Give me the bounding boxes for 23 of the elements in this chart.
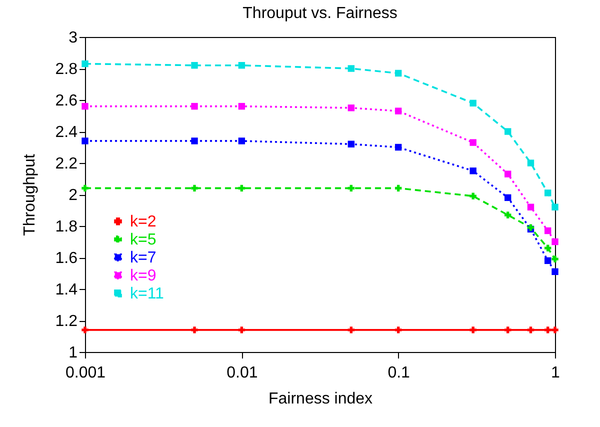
x-tick-label: 0.01 [226,364,258,382]
y-axis-title: Throughput [21,154,38,236]
legend-label: k=9 [130,267,156,284]
y-tick-label: 2.4 [55,124,78,141]
x-tick-label: 1 [551,364,560,382]
y-tick-label: 1.6 [55,250,78,267]
legend-label: k=11 [130,285,164,302]
legend-label: k=5 [130,231,156,248]
y-tick-label: 3 [68,30,78,46]
chart-title: Throuput vs. Fairness [242,5,398,22]
x-axis-title: Fairness index [268,390,373,408]
y-tick-label: 1.8 [55,218,78,236]
x-tick-label: 0.1 [388,364,410,382]
legend-label: k=7 [130,249,156,266]
x-tick-label: 0.001 [65,364,106,382]
y-tick-label: 2.6 [55,92,78,110]
legend-label: k=2 [130,213,156,230]
y-tick-label: 1.4 [55,282,78,298]
y-tick-label: 2.2 [55,156,78,172]
y-tick-label: 1 [68,344,78,362]
y-tick-label: 2 [68,187,78,204]
y-tick-label: 2.8 [55,61,78,78]
y-tick-label: 1.2 [55,313,78,330]
